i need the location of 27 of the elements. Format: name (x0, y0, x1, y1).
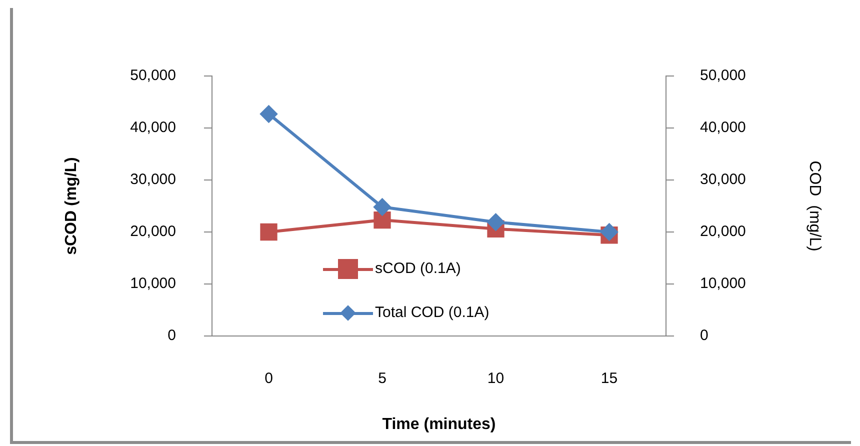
legend-label: sCOD (0.1A) (375, 259, 461, 279)
x-tick-label: 5 (378, 370, 386, 388)
point (487, 214, 504, 231)
y2-tick-label: 20,000 (700, 223, 746, 240)
point (260, 223, 278, 241)
point (600, 224, 618, 240)
x-tick-label: 10 (487, 370, 504, 388)
point (374, 211, 391, 229)
x-tick-label: 0 (264, 370, 273, 388)
point (260, 105, 278, 122)
x-axis-title: Time (minutes) (382, 416, 496, 433)
y-axis-title: sCOD (mg/L) (63, 157, 80, 255)
y-tick-label: 20,000 (130, 223, 176, 240)
y2-tick-label: 40,000 (700, 119, 746, 136)
point (374, 198, 391, 216)
y2-tick-label: 30,000 (700, 171, 746, 188)
x-tick-label: 15 (600, 370, 618, 388)
y2-tick-label: 0 (700, 327, 708, 344)
y2-axis-title: COD (mg/L) (806, 160, 823, 252)
y-tick-label: 0 (168, 327, 176, 344)
y-tick-label: 10,000 (130, 275, 176, 292)
y-tick-label: 50,000 (130, 67, 176, 84)
y2-tick-label: 50,000 (700, 67, 746, 84)
y2-tick-label: 10,000 (700, 275, 746, 292)
legend-label: Total COD (0.1A) (375, 303, 490, 323)
y-tick-label: 40,000 (130, 119, 176, 136)
y-tick-label: 30,000 (130, 171, 176, 188)
